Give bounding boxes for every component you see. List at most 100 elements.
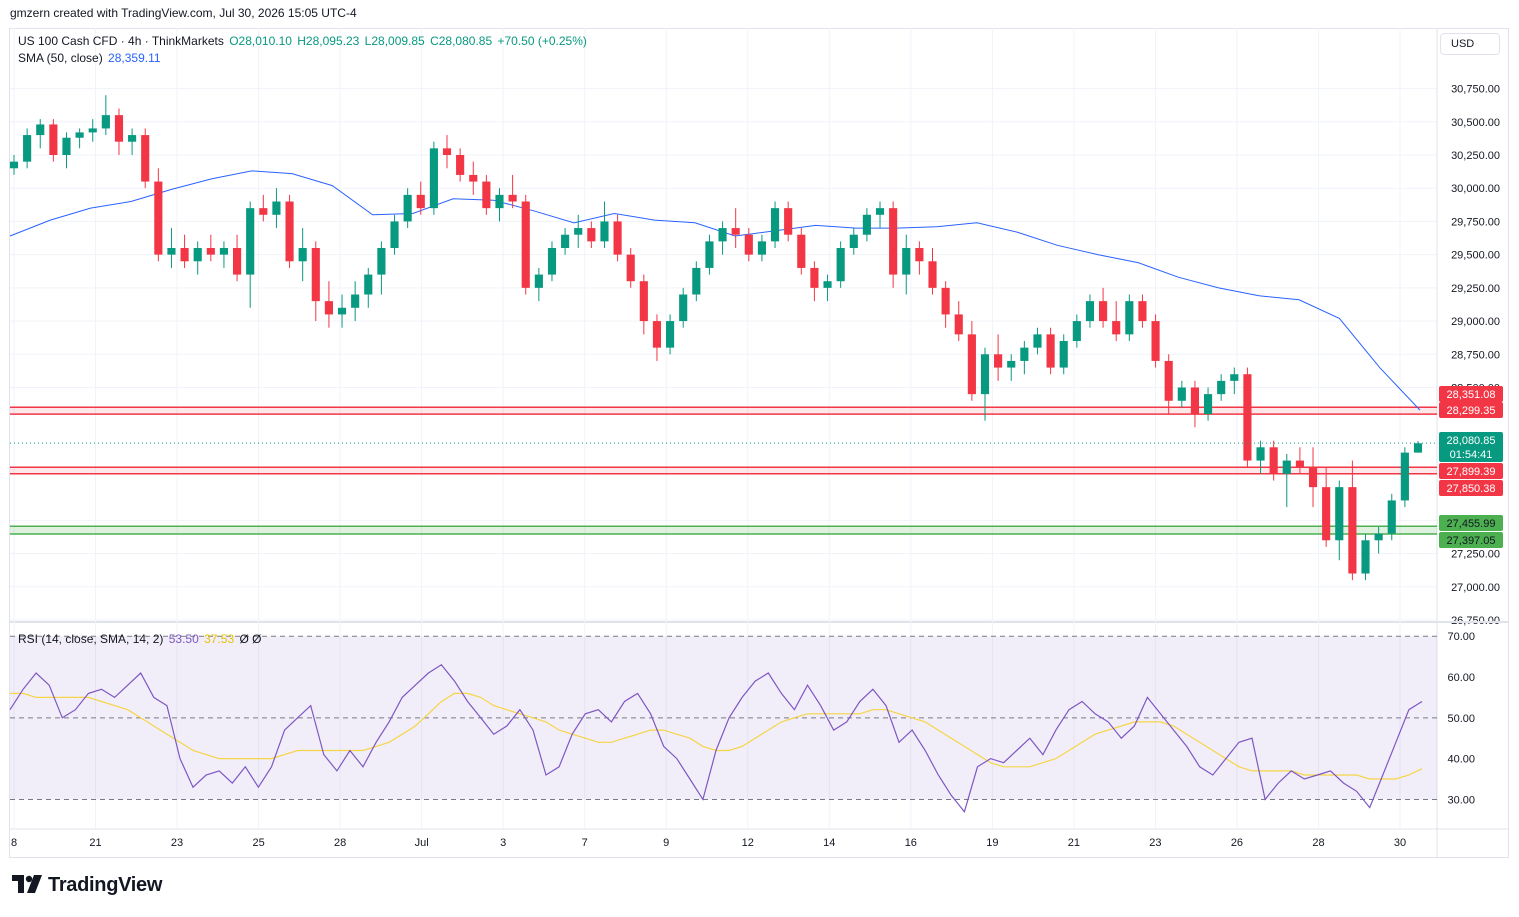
time-tick-label: 26 bbox=[1231, 837, 1243, 849]
price-tick-label: 30,000.00 bbox=[1451, 183, 1500, 195]
level-price-label-bg bbox=[1439, 402, 1503, 418]
candle-body bbox=[915, 248, 924, 262]
time-tick-label: Jul bbox=[415, 837, 429, 849]
candle-body bbox=[1348, 487, 1357, 574]
candle-body bbox=[416, 194, 425, 209]
candle-body bbox=[1256, 447, 1265, 461]
level-zone-support bbox=[10, 526, 1437, 535]
symbol-name[interactable]: US 100 Cash CFD · 4h · ThinkMarkets bbox=[18, 34, 224, 48]
candle-body bbox=[941, 287, 950, 315]
time-tick-label: 9 bbox=[663, 837, 669, 849]
candle-body bbox=[311, 248, 320, 302]
price-tick-label: 27,000.00 bbox=[1451, 582, 1500, 594]
symbol-legend[interactable]: US 100 Cash CFD · 4h · ThinkMarkets O28,… bbox=[18, 34, 589, 48]
price-tick-label: 29,500.00 bbox=[1451, 250, 1500, 262]
candle-body bbox=[1269, 447, 1278, 474]
time-tick-label: 23 bbox=[1149, 837, 1161, 849]
candle-body bbox=[1295, 460, 1304, 468]
time-tick-label: 25 bbox=[252, 837, 264, 849]
level-price-label: 28,299.35 bbox=[1447, 405, 1496, 417]
time-tick-label: 28 bbox=[1312, 837, 1324, 849]
rsi-tick-label: 40.00 bbox=[1447, 754, 1475, 766]
candle-body bbox=[337, 307, 347, 315]
candle-body bbox=[652, 321, 662, 348]
price-tick-label: 29,750.00 bbox=[1451, 216, 1500, 228]
rsi-tick-label: 30.00 bbox=[1447, 794, 1475, 806]
candle-body bbox=[377, 248, 386, 275]
rsi-tick-label: 50.00 bbox=[1447, 713, 1475, 725]
candle-body bbox=[206, 248, 215, 255]
candle-body bbox=[692, 267, 701, 295]
candle-body bbox=[193, 248, 202, 262]
rsi-sma-value: 37.53 bbox=[204, 632, 235, 646]
last-price-label: 28,080.85 bbox=[1447, 435, 1496, 447]
sma-value: 28,359.11 bbox=[108, 51, 161, 65]
candle-body bbox=[718, 228, 727, 242]
time-tick-label: 7 bbox=[582, 837, 588, 849]
rsi-value: 53.50 bbox=[168, 632, 199, 646]
price-change: +70.50 (+0.25%) bbox=[497, 34, 587, 48]
candle-body bbox=[1322, 487, 1331, 541]
candle-body bbox=[561, 234, 570, 248]
candle-body bbox=[574, 228, 583, 235]
candle-body bbox=[1138, 301, 1147, 322]
price-tick-label: 28,750.00 bbox=[1451, 349, 1500, 361]
level-price-label: 27,397.05 bbox=[1447, 535, 1496, 547]
price-tick-label: 27,250.00 bbox=[1451, 549, 1500, 561]
candle-body bbox=[849, 234, 858, 248]
candle-body bbox=[62, 137, 71, 155]
rsi-tick-label: 70.00 bbox=[1447, 631, 1475, 643]
level-price-label-bg bbox=[1439, 515, 1503, 531]
candle-body bbox=[810, 267, 819, 288]
candle-body bbox=[101, 115, 110, 129]
sma-legend[interactable]: SMA (50, close) 28,359.11 bbox=[18, 51, 163, 65]
time-tick-label: 21 bbox=[1068, 837, 1080, 849]
level-zone-resistance bbox=[10, 467, 1437, 474]
time-tick-label: 14 bbox=[823, 837, 835, 849]
time-tick-label: 19 bbox=[986, 837, 998, 849]
candle-body bbox=[1112, 321, 1121, 335]
candle-body bbox=[666, 321, 675, 348]
candle-body bbox=[442, 148, 452, 155]
candle-body bbox=[1033, 334, 1042, 348]
candle-body bbox=[705, 241, 714, 268]
ohlc-high: H28,095.23 bbox=[297, 34, 360, 48]
candle-body bbox=[902, 248, 911, 275]
chart-frame bbox=[9, 28, 1509, 858]
candle-body bbox=[1164, 360, 1173, 401]
candle-body bbox=[180, 248, 189, 262]
candle-body bbox=[889, 208, 898, 275]
candle-body bbox=[364, 274, 373, 295]
candle-body bbox=[23, 135, 32, 162]
candle-body bbox=[36, 124, 45, 136]
price-tick-label: 30,750.00 bbox=[1451, 84, 1500, 96]
candle-body bbox=[259, 208, 268, 215]
candle-body bbox=[980, 354, 990, 395]
currency-selector[interactable]: USD bbox=[1440, 33, 1500, 55]
rsi-legend[interactable]: RSI (14, close, SMA, 14, 2) 53.50 37.53 … bbox=[18, 632, 264, 646]
candle-body bbox=[128, 135, 137, 142]
candle-body bbox=[744, 234, 753, 255]
price-tick-label: 30,500.00 bbox=[1451, 117, 1500, 129]
candle-body bbox=[757, 241, 766, 255]
candle-body bbox=[1230, 374, 1239, 381]
candle-body bbox=[1308, 467, 1318, 488]
candle-body bbox=[1151, 321, 1160, 361]
candle-body bbox=[324, 301, 333, 315]
candle-body bbox=[390, 221, 399, 248]
tradingview-logo[interactable]: TradingView bbox=[12, 874, 162, 897]
candle-body bbox=[508, 194, 517, 202]
candle-body bbox=[1400, 452, 1409, 501]
candle-body bbox=[429, 148, 438, 209]
time-tick-label: 3 bbox=[500, 837, 506, 849]
candle-body bbox=[1203, 394, 1213, 415]
sma-label[interactable]: SMA (50, close) bbox=[18, 51, 103, 65]
candle-body bbox=[770, 208, 780, 242]
ohlc-close: C28,080.85 bbox=[430, 34, 493, 48]
rsi-label[interactable]: RSI (14, close, SMA, 14, 2) bbox=[18, 632, 164, 646]
candle-body bbox=[298, 248, 307, 262]
tradingview-logo-icon bbox=[12, 874, 42, 897]
candle-body bbox=[1125, 301, 1134, 335]
price-tick-label: 30,250.00 bbox=[1451, 150, 1500, 162]
